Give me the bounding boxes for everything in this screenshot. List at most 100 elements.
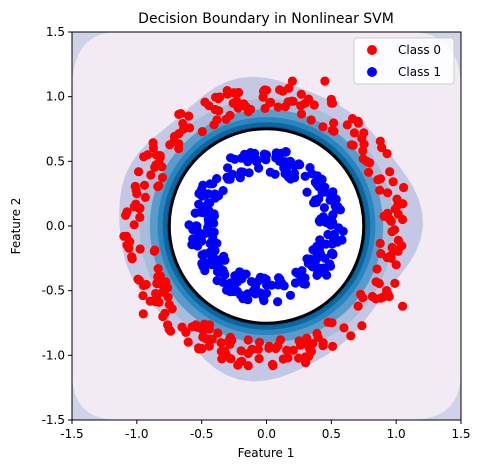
data-point	[300, 171, 310, 181]
data-point	[200, 97, 210, 107]
data-point	[353, 301, 363, 311]
data-point	[328, 210, 338, 220]
data-point	[236, 346, 246, 356]
data-point	[399, 182, 409, 193]
data-point	[243, 295, 253, 305]
data-point	[386, 253, 396, 263]
data-point	[198, 180, 208, 190]
legend-marker-class-0	[367, 45, 377, 55]
data-point	[348, 140, 358, 150]
data-point	[262, 280, 272, 290]
data-point	[204, 217, 214, 227]
data-point	[165, 140, 175, 150]
data-point	[254, 337, 265, 347]
data-point	[167, 304, 177, 314]
data-point	[122, 240, 132, 250]
data-points	[119, 76, 409, 371]
data-point	[244, 168, 254, 178]
data-point	[297, 266, 307, 276]
data-point	[152, 278, 162, 289]
data-point	[285, 290, 296, 300]
data-point	[140, 192, 150, 202]
data-point	[323, 317, 333, 327]
data-point	[131, 199, 141, 209]
data-point	[235, 267, 245, 277]
data-point	[223, 163, 233, 173]
data-point	[213, 94, 223, 104]
data-point	[398, 199, 408, 209]
data-point	[393, 235, 403, 245]
x-tick-label: 1.0	[387, 427, 406, 441]
data-point	[243, 152, 253, 162]
data-point	[253, 344, 263, 354]
data-point	[282, 345, 292, 355]
data-point	[375, 238, 385, 248]
data-point	[250, 289, 260, 299]
data-point	[316, 249, 326, 259]
data-point	[306, 115, 316, 125]
data-point	[127, 254, 137, 264]
data-point	[384, 291, 394, 302]
x-axis-ticks: -1.5 -1.0 -0.5 0.0 0.5 1.0 1.5	[60, 420, 471, 441]
y-tick-label: -0.5	[42, 284, 65, 298]
data-point	[225, 110, 235, 120]
data-point	[219, 268, 229, 278]
data-point	[184, 111, 194, 121]
data-point	[312, 270, 322, 280]
data-point	[328, 250, 338, 260]
y-tick-label: 0.5	[46, 154, 65, 168]
data-point	[229, 88, 239, 98]
data-point	[252, 157, 262, 167]
data-point	[243, 348, 253, 359]
data-point	[201, 189, 211, 199]
data-point	[320, 76, 330, 86]
data-point	[237, 356, 247, 366]
data-point	[194, 344, 204, 354]
legend-label-class-1: Class 1	[398, 65, 441, 79]
data-point	[209, 209, 219, 219]
data-point	[133, 274, 143, 284]
data-point	[139, 180, 150, 190]
data-point	[267, 359, 278, 369]
data-point	[177, 322, 187, 332]
data-point	[258, 293, 268, 303]
data-point	[290, 278, 300, 288]
data-point	[357, 133, 367, 143]
data-point	[367, 291, 377, 302]
data-point	[304, 351, 314, 361]
data-point	[160, 308, 170, 318]
y-axis-label: Feature 2	[9, 198, 23, 255]
data-point	[255, 272, 265, 282]
data-point	[318, 122, 328, 132]
data-point	[161, 277, 171, 287]
x-tick-label: 0.5	[322, 427, 341, 441]
data-point	[273, 102, 283, 112]
data-point	[375, 136, 385, 146]
data-point	[390, 278, 400, 288]
data-point	[146, 170, 156, 180]
data-point	[271, 343, 281, 354]
data-point	[222, 285, 232, 295]
data-point	[154, 181, 164, 191]
data-point	[271, 148, 281, 158]
data-point	[148, 143, 158, 153]
data-point	[319, 187, 329, 197]
data-point	[323, 229, 333, 240]
data-point	[342, 120, 352, 130]
data-point	[143, 150, 153, 160]
data-point	[314, 216, 324, 226]
data-point	[174, 143, 184, 154]
data-point	[372, 264, 382, 274]
data-point	[312, 241, 322, 251]
y-tick-label: 0.0	[46, 219, 65, 233]
data-point	[328, 341, 338, 351]
data-point	[222, 172, 232, 182]
data-point	[325, 195, 335, 205]
data-point	[243, 107, 253, 117]
data-point	[357, 321, 367, 331]
data-point	[296, 109, 307, 119]
data-point	[318, 338, 328, 348]
data-point	[210, 246, 220, 256]
data-point	[309, 258, 319, 268]
data-point	[163, 292, 173, 302]
